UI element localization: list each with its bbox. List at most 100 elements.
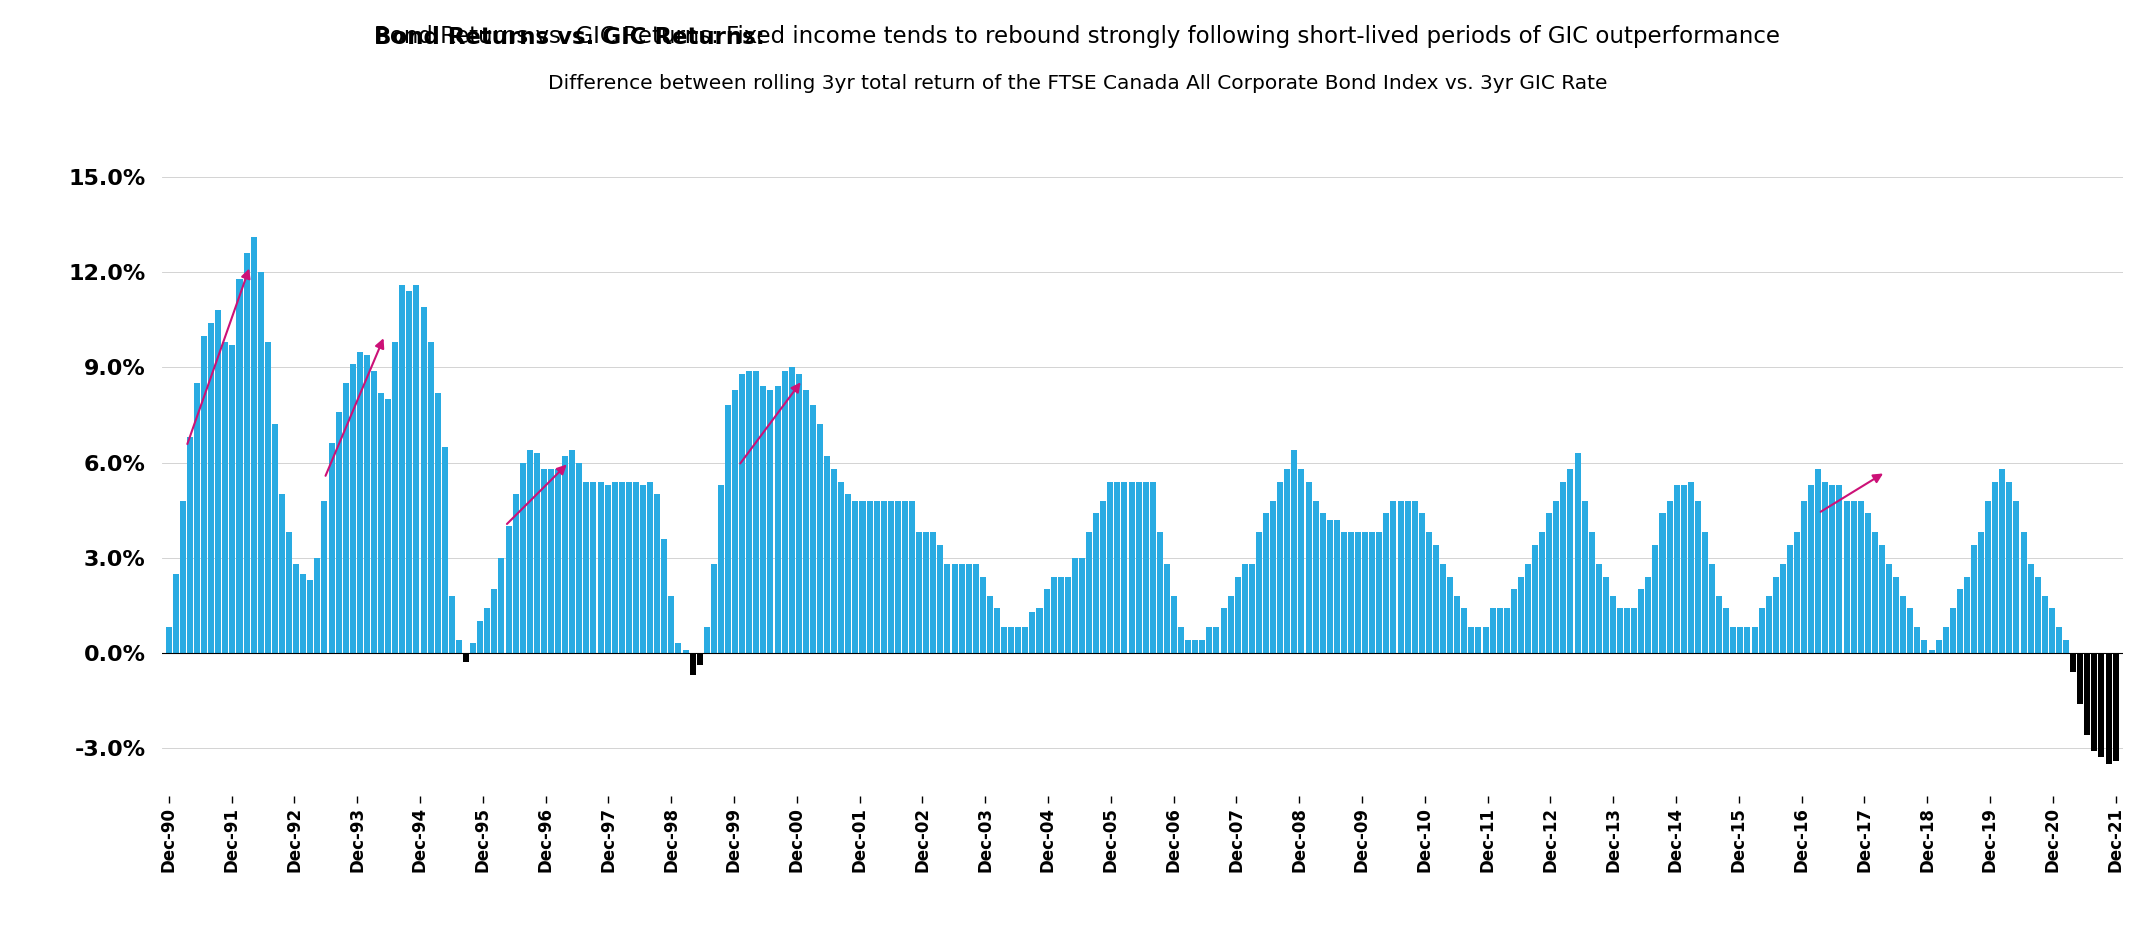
Bar <box>1922 640 1927 653</box>
Bar <box>1644 576 1651 653</box>
Bar <box>2021 532 2026 653</box>
Bar <box>1851 500 1858 653</box>
Bar <box>1200 640 1205 653</box>
Bar <box>1101 500 1106 653</box>
Bar <box>427 342 433 653</box>
Bar <box>1355 532 1362 653</box>
Bar <box>1349 532 1353 653</box>
Bar <box>1991 482 1998 653</box>
Bar <box>1886 564 1892 653</box>
Bar <box>1950 609 1957 653</box>
Bar <box>1483 627 1489 653</box>
Bar <box>953 564 957 653</box>
Bar <box>1108 482 1114 653</box>
Bar <box>194 383 200 653</box>
Bar <box>349 364 356 653</box>
Bar <box>513 494 519 653</box>
Bar <box>358 352 362 653</box>
Bar <box>2084 653 2090 735</box>
Bar <box>860 500 866 653</box>
Bar <box>590 482 597 653</box>
Bar <box>1786 545 1793 653</box>
Bar <box>668 596 675 653</box>
Bar <box>1575 453 1580 653</box>
Bar <box>2099 653 2105 758</box>
Bar <box>1836 485 1843 653</box>
Text: Difference between rolling 3yr total return of the FTSE Canada All Corporate Bon: Difference between rolling 3yr total ret… <box>547 74 1608 92</box>
Bar <box>1235 576 1241 653</box>
Bar <box>1142 482 1149 653</box>
Bar <box>612 482 618 653</box>
Bar <box>1250 564 1254 653</box>
Bar <box>1170 596 1177 653</box>
Bar <box>1554 500 1560 653</box>
Bar <box>470 643 476 653</box>
Bar <box>655 494 659 653</box>
Bar <box>640 485 646 653</box>
Bar <box>1901 596 1907 653</box>
Bar <box>1405 500 1412 653</box>
Bar <box>534 453 541 653</box>
Bar <box>1935 640 1942 653</box>
Bar <box>2000 469 2006 653</box>
Bar <box>1858 500 1864 653</box>
Bar <box>1582 500 1588 653</box>
Bar <box>1136 482 1142 653</box>
Bar <box>1873 532 1877 653</box>
Bar <box>2041 596 2047 653</box>
Bar <box>293 564 300 653</box>
Bar <box>1412 500 1418 653</box>
Bar <box>187 438 194 653</box>
Bar <box>547 469 554 653</box>
Bar <box>1539 532 1545 653</box>
Text: Bond Returns vs. GIC Returns: Fixed income tends to rebound strongly following s: Bond Returns vs. GIC Returns: Fixed inco… <box>375 26 1780 48</box>
Bar <box>392 342 399 653</box>
Bar <box>1468 627 1474 653</box>
Bar <box>1978 532 1985 653</box>
Bar <box>569 450 575 653</box>
Bar <box>1914 627 1920 653</box>
Bar <box>1625 609 1629 653</box>
Bar <box>1306 482 1312 653</box>
Bar <box>386 399 392 653</box>
Bar <box>1340 532 1347 653</box>
Bar <box>244 253 250 653</box>
Bar <box>1802 500 1808 653</box>
Bar <box>937 545 944 653</box>
Bar <box>1114 482 1121 653</box>
Bar <box>336 412 343 653</box>
Bar <box>832 469 836 653</box>
Bar <box>179 500 185 653</box>
Bar <box>916 532 922 653</box>
Bar <box>414 285 420 653</box>
Bar <box>491 589 498 653</box>
Bar <box>1185 640 1192 653</box>
Bar <box>1702 532 1709 653</box>
Bar <box>328 443 334 653</box>
Bar <box>789 367 795 653</box>
Bar <box>705 627 709 653</box>
Bar <box>228 345 235 653</box>
Bar <box>2090 653 2097 751</box>
Bar <box>1504 609 1511 653</box>
Bar <box>944 564 950 653</box>
Bar <box>300 574 306 653</box>
Bar <box>435 393 442 653</box>
Bar <box>541 469 547 653</box>
Bar <box>739 374 746 653</box>
Bar <box>1312 500 1319 653</box>
Bar <box>556 469 560 653</box>
Bar <box>894 500 901 653</box>
Bar <box>1603 576 1610 653</box>
Bar <box>1687 482 1694 653</box>
Bar <box>1263 513 1269 653</box>
Bar <box>209 323 213 653</box>
Bar <box>1278 482 1282 653</box>
Bar <box>733 389 737 653</box>
Bar <box>1071 558 1078 653</box>
Bar <box>1985 500 1991 653</box>
Bar <box>1929 649 1935 653</box>
Bar <box>1752 627 1758 653</box>
Bar <box>448 596 455 653</box>
Bar <box>485 609 491 653</box>
